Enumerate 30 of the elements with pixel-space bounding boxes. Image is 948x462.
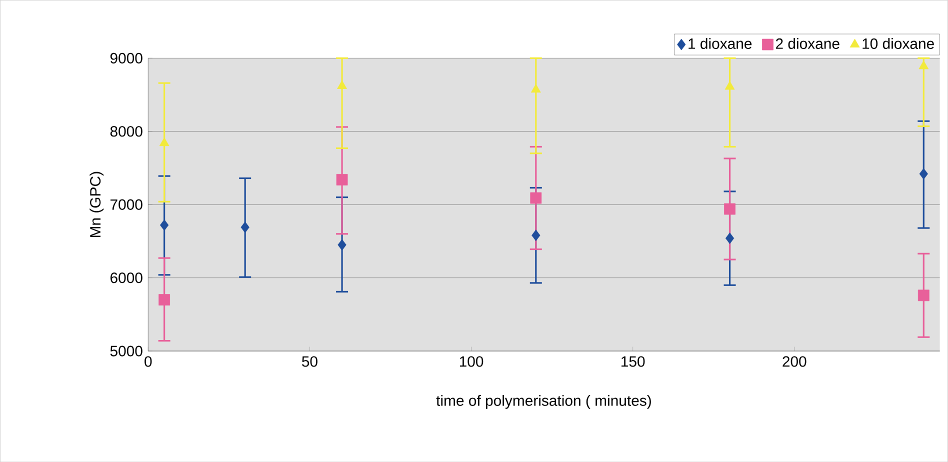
x-tick-label: 200: [782, 356, 806, 367]
point: [159, 137, 170, 146]
point: [724, 80, 735, 90]
point: [158, 294, 170, 306]
point: [724, 203, 736, 215]
point: [160, 219, 169, 231]
point: [530, 84, 541, 92]
y-tick-label: 7000: [110, 199, 142, 210]
y-tick-label: 8000: [110, 126, 142, 137]
y-axis-title: Mn (GPC): [90, 172, 104, 237]
legend-label: 10 dioxane: [862, 38, 934, 49]
x-axis-title: time of polymerisation ( minutes): [436, 394, 651, 409]
y-tick-label: 9000: [110, 52, 142, 64]
point: [240, 222, 250, 233]
legend-label: 1 dioxane: [688, 38, 752, 49]
y-tick-label: 5000: [110, 346, 142, 356]
point: [532, 230, 540, 241]
point: [919, 168, 928, 180]
x-tick-label: 0: [144, 356, 152, 367]
x-tick-label: 150: [622, 356, 645, 367]
point: [336, 174, 348, 186]
point: [338, 239, 346, 250]
y-tick-label: 6000: [110, 272, 142, 284]
point: [337, 80, 347, 89]
point: [530, 192, 542, 204]
legend-label: 2 dioxane: [776, 38, 840, 49]
x-tick-label: 50: [302, 356, 318, 367]
point: [918, 290, 930, 301]
x-tick-label: 100: [460, 356, 484, 367]
point: [725, 232, 734, 244]
